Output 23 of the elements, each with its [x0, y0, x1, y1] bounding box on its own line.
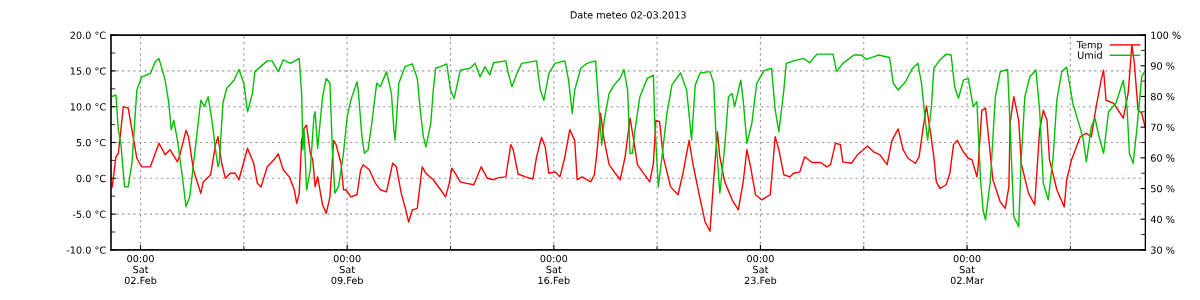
y-tick-label: 10.0 °C	[70, 103, 106, 111]
x-tick-label: 00:00 Sat 02.Mar	[950, 254, 984, 285]
y-tick-label: 15.0 °C	[70, 67, 106, 75]
y-tick-label: 5.0 °C	[76, 138, 106, 147]
y-tick-label: 0.0 °C	[76, 174, 106, 183]
y2-tick-label: 100 %	[1151, 31, 1181, 39]
y-tick-label: -10.0 °C	[66, 246, 106, 254]
x-tick-label: 00:00 Sat 02.Feb	[124, 254, 157, 285]
y2-tick-label: 50 %	[1151, 185, 1175, 193]
legend-label: Umid	[1078, 51, 1102, 59]
y2-tick-label: 40 %	[1150, 215, 1175, 224]
y2-tick-label: 90 %	[1150, 62, 1175, 70]
y2-tick-label: 60 %	[1150, 154, 1175, 162]
x-tick-label: 00:00 Sat 23.Feb	[744, 254, 777, 285]
y2-tick-label: 70 %	[1151, 123, 1175, 131]
chart-title: Date meteo 02-03.2013	[570, 11, 686, 19]
y2-tick-label: 30 %	[1151, 246, 1175, 254]
x-tick-label: 00:00 Sat 09.Feb	[331, 254, 363, 285]
y-tick-label: -5.0 °C	[72, 210, 106, 218]
y-tick-label: 20.0 °C	[70, 31, 106, 39]
legend-label: Temp	[1076, 41, 1103, 51]
y2-tick-label: 80 %	[1150, 92, 1175, 101]
x-tick-label: 00:00 Sat 16.Feb	[538, 254, 570, 285]
